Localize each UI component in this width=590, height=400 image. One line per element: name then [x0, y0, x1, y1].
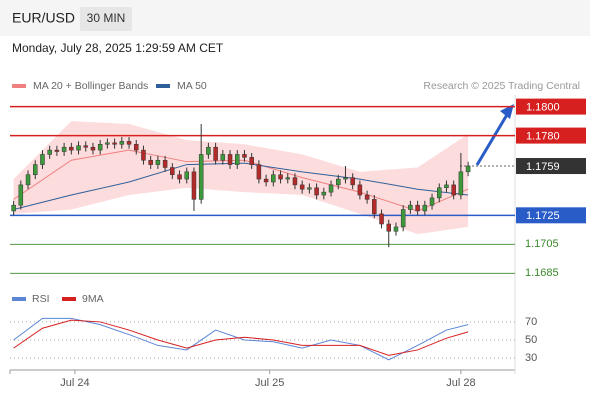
- candle-body: [328, 184, 334, 193]
- candle-body: [256, 164, 262, 180]
- candle-body: [177, 174, 182, 180]
- rsi-tick-label: 50: [525, 334, 537, 346]
- candle-body: [314, 187, 319, 196]
- candle-body: [198, 154, 204, 200]
- candle-body: [299, 184, 305, 190]
- candle-body: [76, 145, 81, 151]
- candle-body: [90, 146, 96, 151]
- candle-body: [191, 171, 197, 200]
- x-tick-label: Jul 25: [255, 377, 284, 389]
- level-label-box: [516, 158, 586, 175]
- candle-body: [307, 187, 312, 190]
- candle-body: [242, 154, 247, 158]
- candle-body: [379, 213, 384, 225]
- candle-body: [69, 146, 74, 151]
- candle-body: [227, 154, 233, 165]
- legend-label: RSI: [32, 293, 50, 305]
- candle-body: [386, 223, 391, 232]
- level-label: 1.1759: [526, 161, 560, 173]
- candle-body: [372, 199, 377, 215]
- candle-body: [285, 177, 290, 180]
- candle-body: [213, 146, 218, 161]
- candle-body: [33, 164, 38, 175]
- candle-body: [429, 197, 435, 206]
- candle-body: [40, 154, 45, 165]
- timeframe-box: [80, 7, 132, 31]
- rsi-line: [13, 317, 469, 361]
- candle-body: [249, 157, 254, 165]
- candle-body: [271, 174, 276, 183]
- candle-body: [350, 177, 355, 186]
- level-label: 1.1780: [526, 130, 560, 142]
- candle-body: [54, 149, 60, 152]
- candle-body: [18, 184, 24, 206]
- candle-body: [343, 177, 348, 180]
- candle-body: [47, 149, 52, 155]
- candle-body: [364, 194, 370, 200]
- legend-label: MA 50: [177, 80, 207, 92]
- rsi-tick-label: 70: [525, 316, 537, 328]
- candle-body: [393, 226, 399, 232]
- level-label-box: [516, 127, 586, 144]
- moving-average: [13, 162, 469, 211]
- candle-body: [184, 171, 189, 180]
- candle-body: [220, 154, 226, 161]
- candle-body: [357, 184, 363, 196]
- candle-body: [25, 174, 31, 186]
- level-label: 1.1705: [525, 238, 559, 250]
- candle-body: [263, 178, 269, 183]
- candle-body: [422, 204, 428, 212]
- candle-body: [155, 159, 161, 165]
- rsi-tick-label: 30: [525, 352, 537, 364]
- forecast-arrow-head: [500, 104, 514, 119]
- level-label: 1.1725: [526, 210, 560, 222]
- symbol: EUR/USD: [12, 10, 75, 26]
- candle-body: [451, 184, 456, 196]
- candle-body: [126, 141, 132, 145]
- candle-body: [134, 144, 139, 151]
- level-label-box: [516, 207, 586, 224]
- candle-body: [336, 178, 341, 186]
- candle-body: [162, 159, 168, 168]
- candle-body: [148, 159, 153, 165]
- rsi-line: [13, 319, 469, 356]
- candle-body: [235, 154, 240, 165]
- candle-body: [415, 204, 420, 212]
- candle-body: [278, 174, 283, 180]
- x-tick-label: Jul 28: [446, 377, 475, 389]
- x-tick-label: Jul 24: [60, 377, 89, 389]
- candle-body: [458, 171, 464, 196]
- candle-body: [170, 167, 175, 175]
- candle-body: [444, 184, 449, 189]
- candle-body: [83, 145, 88, 148]
- candle-body: [465, 165, 471, 173]
- timeframe: 30 MIN: [87, 11, 126, 25]
- legend-label: MA 20 + Bollinger Bands: [33, 80, 148, 92]
- timestamp: Monday, July 28, 2025 1:29:59 AM CET: [12, 41, 224, 55]
- candle-body: [105, 142, 110, 145]
- candle-body: [119, 141, 125, 145]
- candle-body: [408, 204, 413, 210]
- bollinger-band: [13, 121, 469, 235]
- level-label: 1.1685: [525, 267, 559, 279]
- candle-body: [292, 177, 298, 186]
- forecast-arrow: [475, 112, 510, 166]
- level-label-box: [516, 98, 586, 115]
- candle-body: [61, 146, 67, 152]
- candle-body: [11, 204, 16, 212]
- candle-body: [141, 149, 146, 161]
- candle-body: [321, 191, 327, 196]
- candle-body: [112, 142, 117, 145]
- candle-body: [206, 146, 211, 155]
- level-label: 1.1800: [526, 102, 560, 114]
- credit: Research © 2025 Trading Central: [423, 80, 580, 92]
- candle-body: [97, 144, 103, 151]
- legend-label: 9MA: [82, 293, 104, 305]
- candle-body: [400, 209, 406, 228]
- candle-body: [437, 187, 442, 199]
